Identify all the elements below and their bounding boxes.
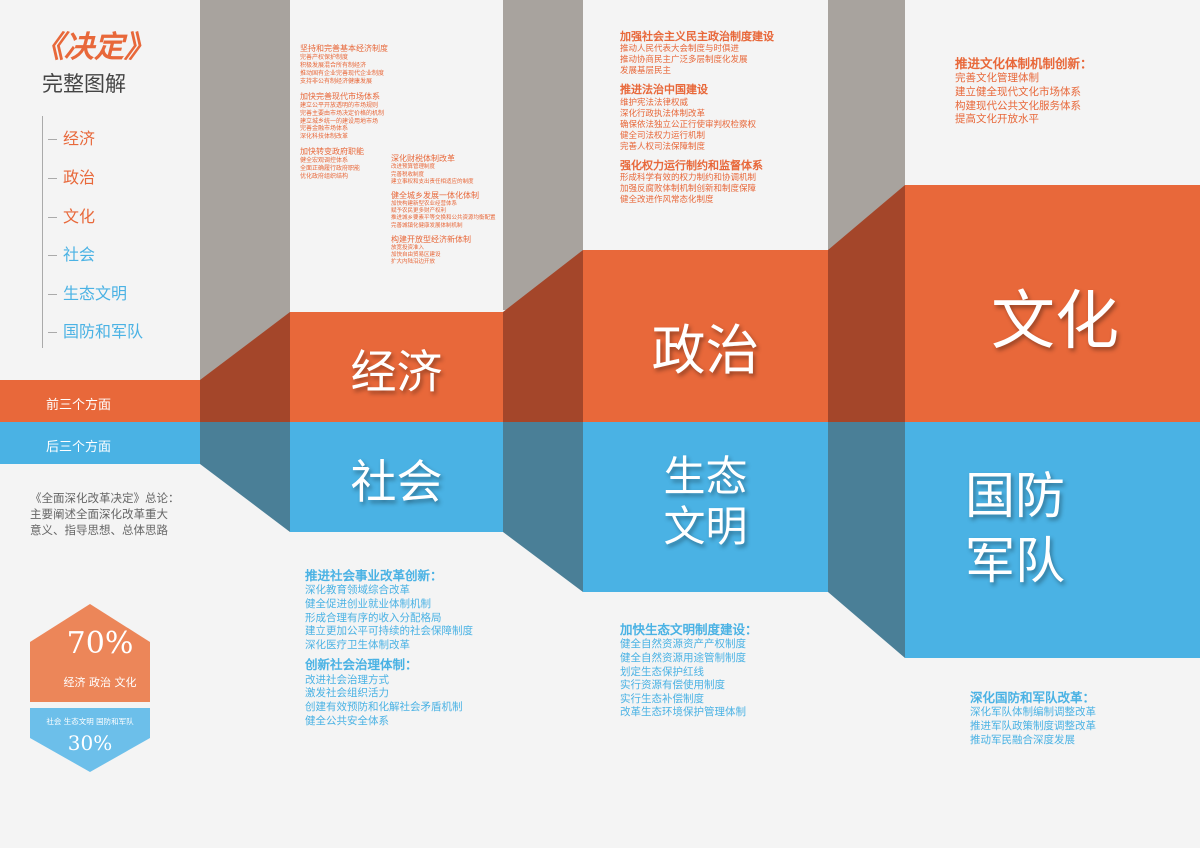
nav-item-society[interactable]: 社会 xyxy=(48,241,95,265)
front-band-left xyxy=(0,380,200,422)
fold-blue-1 xyxy=(200,422,290,532)
hex-bottom-label: 社会 生态文明 国防和军队 xyxy=(46,717,134,726)
front-band-label: 前三个方面 xyxy=(46,398,112,413)
summary-text: 《全面深化改革决定》总论： 主要阐述全面深化改革重大 意义、指导思想、总体思路 xyxy=(30,491,180,538)
society-block xyxy=(290,422,503,532)
back-band-left xyxy=(0,422,200,464)
politics-label: 政治 xyxy=(651,319,760,382)
economy-block xyxy=(290,312,503,422)
hex-bottom-percent: 30% xyxy=(67,731,113,755)
nav-item-politics[interactable]: 政治 xyxy=(48,164,95,188)
nav-line xyxy=(42,116,43,348)
politics-text: 加强社会主义民主政治制度建设 推动人民代表大会制度与时俱进 推动协商民主广泛多层… xyxy=(620,30,774,206)
hex-bottom-shape xyxy=(30,708,150,772)
hex-top-percent: 70% xyxy=(66,626,134,661)
society-text: 推进社会事业改革创新： 深化教育领域综合改革 健全促进创业就业体制机制 形成合理… xyxy=(305,568,473,727)
page-subtitle: 完整图解 xyxy=(42,72,126,96)
ecology-text: 加快生态文明制度建设： 健全自然资源资产产权制度 健全自然资源用途管制制度 划定… xyxy=(620,622,758,719)
defense-label: 国防 军队 xyxy=(965,467,1065,590)
nav-item-defense[interactable]: 国防和军队 xyxy=(48,318,143,342)
politics-block xyxy=(583,250,828,422)
fold-blue-3 xyxy=(828,422,905,658)
nav-item-culture[interactable]: 文化 xyxy=(48,203,95,227)
back-band-label: 后三个方面 xyxy=(46,440,112,455)
fold-orange-3 xyxy=(828,185,905,422)
economy-label: 经济 xyxy=(350,345,443,399)
defense-text: 深化国防和军队改革： 深化军队体制编制调整改革 推进军队政策制度调整改革 推动军… xyxy=(970,690,1096,746)
nav-item-economy[interactable]: 经济 xyxy=(48,125,95,149)
economy-text-col2: 深化财税体制改革 改进预算管理制度 完善税收制度 建立事权和支出责任相适应的制度… xyxy=(391,154,496,266)
nav-item-ecology[interactable]: 生态文明 xyxy=(48,280,127,304)
hex-top-label: 经济 政治 文化 xyxy=(63,676,137,689)
hex-top-shape xyxy=(30,604,150,702)
defense-block xyxy=(905,422,1200,658)
fold-orange-2 xyxy=(503,250,583,422)
society-label: 社会 xyxy=(350,455,443,509)
fold-orange-1 xyxy=(200,312,290,422)
page-title: 《决定》 xyxy=(34,30,154,65)
gray-strip-1 xyxy=(200,0,290,380)
gray-strip-2 xyxy=(503,0,583,310)
fold-blue-2 xyxy=(503,422,583,592)
ecology-label: 生态 文明 xyxy=(663,452,748,551)
culture-block xyxy=(905,185,1200,422)
ecology-block xyxy=(583,422,828,592)
culture-text: 推进文化体制机制创新： 完善文化管理体制 建立健全现代文化市场体系 构建现代公共… xyxy=(955,56,1093,126)
culture-label: 文化 xyxy=(991,285,1119,359)
economy-text-col1: 坚持和完善基本经济制度 完善产权保护制度 积极发展混合所有制经济 推动国有企业完… xyxy=(300,44,388,180)
